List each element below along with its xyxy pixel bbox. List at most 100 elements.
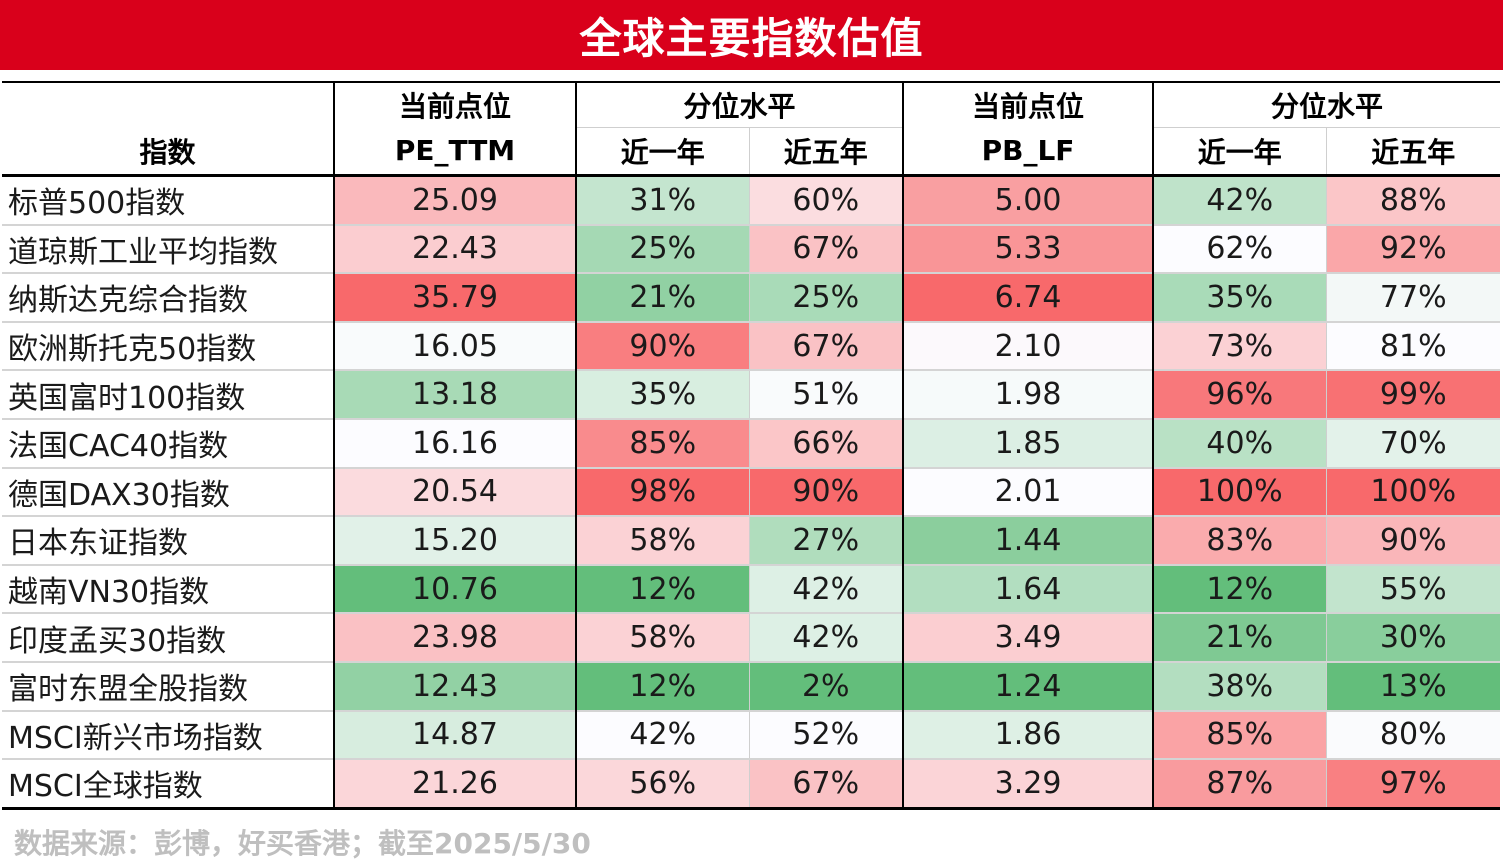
index-name-cell: 英国富时100指数: [2, 369, 334, 419]
index-name-cell: MSCI新兴市场指数: [2, 709, 334, 760]
index-name-cell: 欧洲斯托克50指数: [2, 320, 334, 371]
pb-five-year-cell: 81%: [1325, 320, 1501, 371]
pb-five-year-cell: 30%: [1325, 612, 1501, 662]
index-name-cell: 标普500指数: [2, 175, 334, 225]
index-name-cell: 富时东盟全股指数: [2, 660, 334, 711]
pe-one-year-cell: 12%: [575, 563, 749, 614]
pb-five-year-cell: 13%: [1325, 660, 1501, 711]
pb-five-year-cell: 90%: [1325, 515, 1501, 565]
index-column-header: 指数: [2, 127, 334, 177]
pe-group-header: 当前点位: [333, 81, 576, 128]
pe-five-year-cell: 52%: [748, 709, 904, 760]
pb-one-year-cell: 38%: [1152, 660, 1327, 711]
pb-five-year-cell: 70%: [1325, 417, 1501, 468]
pb-lf-cell: 3.49: [902, 612, 1154, 662]
table-row: 道琼斯工业平均指数 22.43 25% 67% 5.33 62% 92%: [2, 223, 1501, 274]
pe-one-year-cell: 31%: [575, 175, 749, 225]
pe-five-year-cell: 2%: [748, 660, 904, 711]
pe-five-year-cell: 67%: [748, 223, 904, 274]
pe-ttm-cell: 16.16: [333, 417, 576, 468]
pb-lf-cell: 1.64: [902, 563, 1154, 614]
index-name-cell: 日本东证指数: [2, 515, 334, 565]
pe-one-year-cell: 58%: [575, 515, 749, 565]
pe-ttm-cell: 25.09: [333, 175, 576, 225]
pb-one-year-cell: 96%: [1152, 369, 1327, 419]
pb-five-year-cell: 100%: [1325, 466, 1501, 517]
pe-ttm-cell: 16.05: [333, 320, 576, 371]
index-name-cell: 越南VN30指数: [2, 563, 334, 614]
pb-percentile-group-header: 分位水平: [1152, 81, 1501, 128]
pb-lf-cell: 1.86: [902, 709, 1154, 760]
pe-one-year-cell: 12%: [575, 660, 749, 711]
pb-lf-cell: 3.29: [902, 758, 1154, 810]
pe-ttm-cell: 35.79: [333, 272, 576, 322]
pe-one-year-cell: 25%: [575, 223, 749, 274]
pb-lf-cell: 1.98: [902, 369, 1154, 419]
pb-lf-cell: 1.24: [902, 660, 1154, 711]
pb-five-year-cell: 99%: [1325, 369, 1501, 419]
pe-five-year-cell: 60%: [748, 175, 904, 225]
pb-one-year-column-header: 近一年: [1152, 127, 1327, 177]
pb-five-year-cell: 88%: [1325, 175, 1501, 225]
pe-five-year-cell: 67%: [748, 320, 904, 371]
pb-lf-cell: 1.85: [902, 417, 1154, 468]
table-row: 英国富时100指数 13.18 35% 51% 1.98 96% 99%: [2, 369, 1501, 419]
pb-lf-cell: 2.01: [902, 466, 1154, 517]
pb-one-year-cell: 62%: [1152, 223, 1327, 274]
pb-lf-column-header: PB_LF: [902, 127, 1154, 177]
pb-five-year-cell: 77%: [1325, 272, 1501, 322]
page-title: 全球主要指数估值: [0, 0, 1503, 70]
index-name-cell: 印度孟买30指数: [2, 612, 334, 662]
pe-one-year-column-header: 近一年: [575, 127, 749, 177]
pe-ttm-cell: 22.43: [333, 223, 576, 274]
pe-one-year-cell: 90%: [575, 320, 749, 371]
pb-one-year-cell: 85%: [1152, 709, 1327, 760]
table-row: 印度孟买30指数 23.98 58% 42% 3.49 21% 30%: [2, 612, 1501, 662]
source-note: 数据来源：彭博，好买香港；截至2025/5/30: [14, 827, 591, 860]
pe-ttm-cell: 12.43: [333, 660, 576, 711]
table-row: 欧洲斯托克50指数 16.05 90% 67% 2.10 73% 81%: [2, 320, 1501, 371]
pb-one-year-cell: 40%: [1152, 417, 1327, 468]
pe-five-year-cell: 66%: [748, 417, 904, 468]
pe-one-year-cell: 42%: [575, 709, 749, 760]
pb-five-year-cell: 92%: [1325, 223, 1501, 274]
pe-ttm-cell: 13.18: [333, 369, 576, 419]
table-row: MSCI新兴市场指数 14.87 42% 52% 1.86 85% 80%: [2, 709, 1501, 760]
pb-one-year-cell: 35%: [1152, 272, 1327, 322]
pe-ttm-cell: 14.87: [333, 709, 576, 760]
pb-lf-cell: 5.33: [902, 223, 1154, 274]
pb-one-year-cell: 21%: [1152, 612, 1327, 662]
index-header-spacer: [2, 81, 334, 128]
pe-one-year-cell: 35%: [575, 369, 749, 419]
table-row: 富时东盟全股指数 12.43 12% 2% 1.24 38% 13%: [2, 660, 1501, 711]
pb-five-year-cell: 80%: [1325, 709, 1501, 760]
pe-ttm-cell: 20.54: [333, 466, 576, 517]
pe-one-year-cell: 85%: [575, 417, 749, 468]
pe-one-year-cell: 98%: [575, 466, 749, 517]
pe-five-year-column-header: 近五年: [748, 127, 904, 177]
pb-lf-cell: 6.74: [902, 272, 1154, 322]
pe-one-year-cell: 58%: [575, 612, 749, 662]
pb-one-year-cell: 73%: [1152, 320, 1327, 371]
index-name-cell: MSCI全球指数: [2, 758, 334, 810]
pb-five-year-cell: 97%: [1325, 758, 1501, 810]
pe-ttm-cell: 21.26: [333, 758, 576, 810]
pb-five-year-column-header: 近五年: [1325, 127, 1501, 177]
table-row: 标普500指数 25.09 31% 60% 5.00 42% 88%: [2, 175, 1501, 225]
pb-one-year-cell: 12%: [1152, 563, 1327, 614]
pb-one-year-cell: 83%: [1152, 515, 1327, 565]
pe-ttm-cell: 10.76: [333, 563, 576, 614]
table-body: 标普500指数 25.09 31% 60% 5.00 42% 88% 道琼斯工业平均指数 22.…: [2, 175, 1501, 810]
index-name-cell: 德国DAX30指数: [2, 466, 334, 517]
pe-percentile-group-header: 分位水平: [574, 81, 904, 128]
pe-five-year-cell: 27%: [748, 515, 904, 565]
pe-five-year-cell: 67%: [748, 758, 904, 810]
table-row: 德国DAX30指数 20.54 98% 90% 2.01 100% 100%: [2, 466, 1501, 517]
pb-lf-cell: 2.10: [902, 320, 1154, 371]
pb-five-year-cell: 55%: [1325, 563, 1501, 614]
pb-one-year-cell: 42%: [1152, 175, 1327, 225]
pb-one-year-cell: 87%: [1152, 758, 1327, 810]
pe-ttm-cell: 23.98: [333, 612, 576, 662]
pb-group-header: 当前点位: [902, 81, 1154, 128]
valuation-table: 当前点位 分位水平 当前点位 分位水平 指数 PE_TTM 近一年 近五年 PB…: [2, 81, 1501, 810]
